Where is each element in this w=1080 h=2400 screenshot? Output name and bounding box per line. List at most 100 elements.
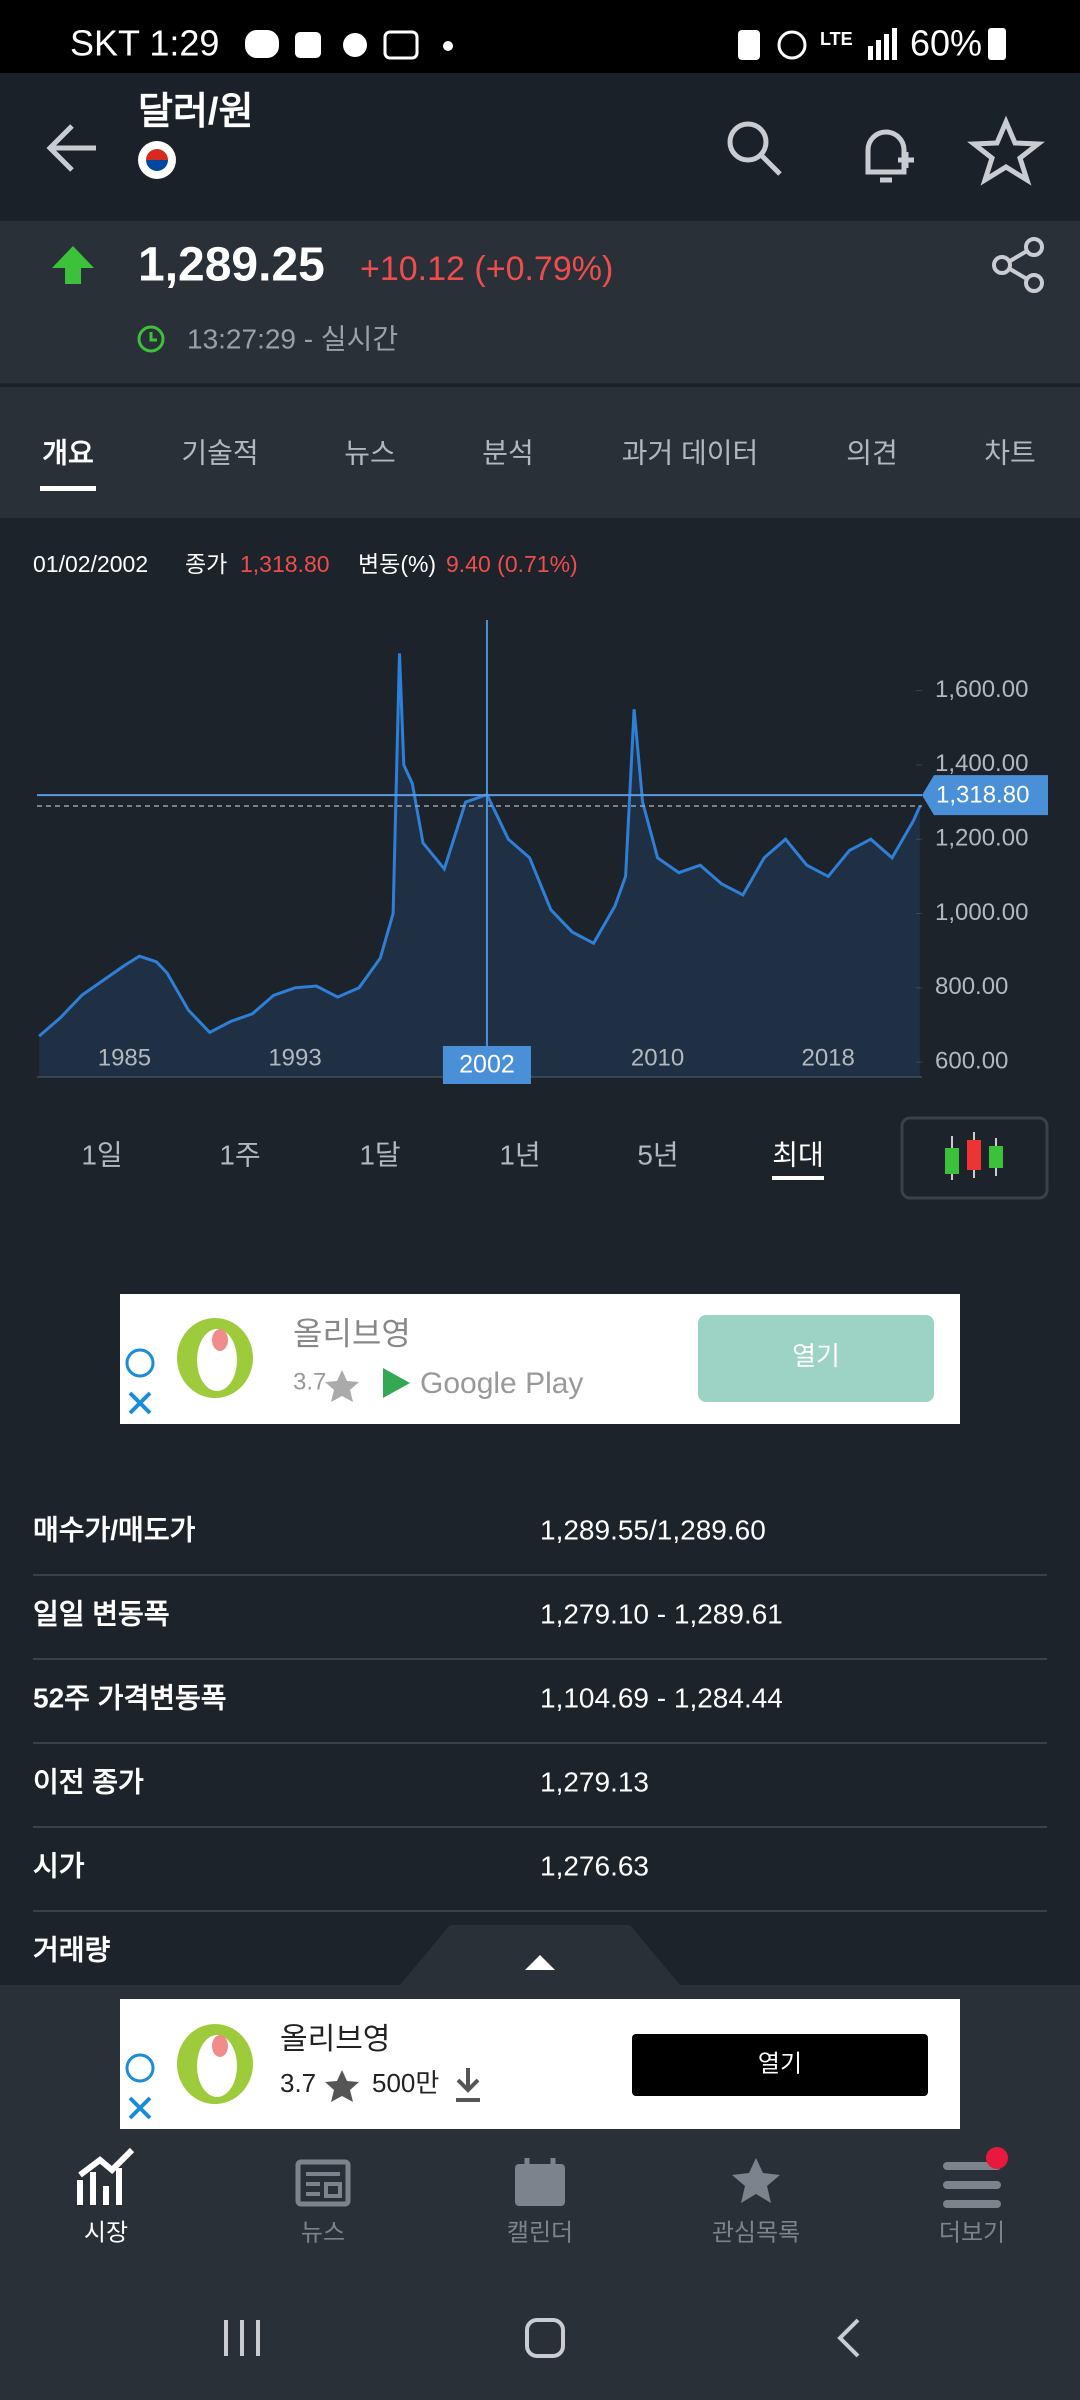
share-button[interactable]: [992, 237, 1044, 293]
icon: [343, 33, 367, 57]
stat-label: 이전 종가: [33, 1766, 144, 1797]
tab[interactable]: 차트: [984, 437, 1036, 468]
icon: [515, 2164, 565, 2206]
chart-info: 변동(%): [358, 551, 436, 577]
nav-item[interactable]: 뉴스: [301, 2219, 345, 2246]
tab[interactable]: 과거 데이터: [622, 437, 759, 468]
candle: [967, 1140, 981, 1170]
stat-value: 1,276.63: [540, 1850, 649, 1881]
candle: [945, 1148, 959, 1174]
ad-info[interactable]: [125, 1348, 155, 1378]
stat-label: 52주 가격변동폭: [33, 1682, 227, 1713]
nav-icons: [77, 2147, 1008, 2208]
tab[interactable]: 의견: [846, 437, 898, 468]
chart-info: 종가: [185, 551, 227, 577]
period-button[interactable]: 1주: [219, 1139, 260, 1170]
period-underline: [772, 1176, 824, 1180]
icon: [868, 46, 873, 60]
tab[interactable]: 개요: [42, 437, 94, 468]
icon: [876, 40, 881, 60]
favorite-button[interactable]: [967, 115, 1045, 186]
alert-button[interactable]: [865, 129, 914, 183]
tab[interactable]: 분석: [482, 437, 534, 468]
icon: [892, 28, 897, 60]
candle: [989, 1146, 1003, 1168]
header-actions: [727, 115, 1045, 186]
ad-close[interactable]: [128, 2096, 152, 2120]
tab[interactable]: 기술적: [181, 437, 258, 468]
icon: [732, 2158, 780, 2203]
ad-button[interactable]: [698, 1315, 934, 1402]
icon: [524, 2158, 556, 2170]
y-tick-label: 800.00: [935, 973, 1008, 1000]
ad-info[interactable]: [125, 2053, 155, 2083]
stat-value: 1,279.10 - 1,289.61: [540, 1598, 783, 1629]
period-button[interactable]: 1년: [499, 1139, 540, 1170]
ad-button[interactable]: [632, 2034, 928, 2096]
x-tick-label: 1993: [268, 1044, 321, 1071]
flag-red: [146, 149, 168, 160]
period-button[interactable]: 5년: [637, 1139, 678, 1170]
ad-rating: 3.7: [293, 1368, 326, 1395]
x-tick-label: 1985: [98, 1044, 151, 1071]
home[interactable]: [525, 2318, 565, 2358]
download-icon: [456, 2068, 480, 2102]
ad-close[interactable]: [128, 1391, 152, 1415]
stat-value: 1,279.13: [540, 1766, 649, 1797]
y-tick-label: 1,200.00: [935, 825, 1028, 852]
back[interactable]: [837, 2318, 860, 2358]
crosshair-x-label: 2002: [459, 1051, 515, 1079]
stat-value: 1,289.55/1,289.60: [540, 1514, 766, 1545]
icon: [383, 30, 419, 60]
candle-icon: [945, 1132, 1003, 1180]
period-button[interactable]: 1일: [81, 1139, 122, 1170]
icon: [306, 2172, 342, 2198]
chart: 600.00 800.00 1,000.00 1,200.00 1,400.00 1,60…: [37, 620, 1048, 1084]
tab-bar: [0, 387, 1080, 518]
nav-labels: 시장 뉴스 캘린더 관심목록 더보기: [84, 2219, 1005, 2246]
period-button[interactable]: 1달: [359, 1139, 400, 1170]
chart-type-button[interactable]: [900, 1116, 1049, 1200]
quote-time: 13:27:29 - 실시간: [187, 323, 398, 354]
app-header: [0, 73, 1080, 221]
back-button[interactable]: [46, 124, 96, 172]
system-nav: [0, 2270, 1080, 2400]
status-icons: [245, 28, 1006, 60]
nav-item[interactable]: 관심목록: [712, 2219, 800, 2246]
period-button[interactable]: 최대: [772, 1139, 824, 1170]
icon: [245, 30, 279, 58]
y-tick-label: 600.00: [935, 1047, 1008, 1074]
battery: 60%: [910, 23, 982, 64]
badge: [986, 2147, 1008, 2169]
stats-table: 매수가/매도가 1,289.55/1,289.60 일일 변동폭 1,279.10 -…: [33, 1514, 1047, 1965]
nav-item[interactable]: 캘린더: [507, 2219, 573, 2246]
icon: [992, 255, 1012, 275]
tab[interactable]: 뉴스: [344, 437, 396, 468]
nav-item[interactable]: 시장: [84, 2219, 128, 2246]
page-title: 달러/원: [138, 91, 253, 133]
network: LTE: [820, 29, 853, 49]
price-change: +10.12 (+0.79%): [360, 250, 613, 288]
x-tick-label: 2018: [801, 1044, 854, 1071]
chart-info: 1,318.80: [240, 551, 330, 577]
icon: [865, 129, 907, 183]
y-tick-label: 1,400.00: [935, 750, 1028, 777]
search-button[interactable]: [727, 121, 782, 176]
ad-logo: [212, 2035, 228, 2057]
y-tick-label: 1,600.00: [935, 676, 1028, 703]
icon: [777, 30, 807, 60]
recent-apps[interactable]: [224, 2320, 260, 2356]
stat-label: 매수가/매도가: [33, 1514, 196, 1545]
icon: [759, 153, 782, 176]
tab-indicator: [40, 486, 96, 491]
stat-label: 일일 변동폭: [33, 1598, 170, 1629]
chart-info: 9.40 (0.71%): [446, 551, 578, 577]
flag-blue: [146, 160, 168, 171]
icon: [943, 2162, 1001, 2208]
up-arrow: [52, 246, 94, 284]
icon: [884, 34, 889, 60]
nav-item[interactable]: 더보기: [939, 2219, 1005, 2246]
price-line: [38, 653, 922, 1038]
icon: [295, 2159, 351, 2207]
